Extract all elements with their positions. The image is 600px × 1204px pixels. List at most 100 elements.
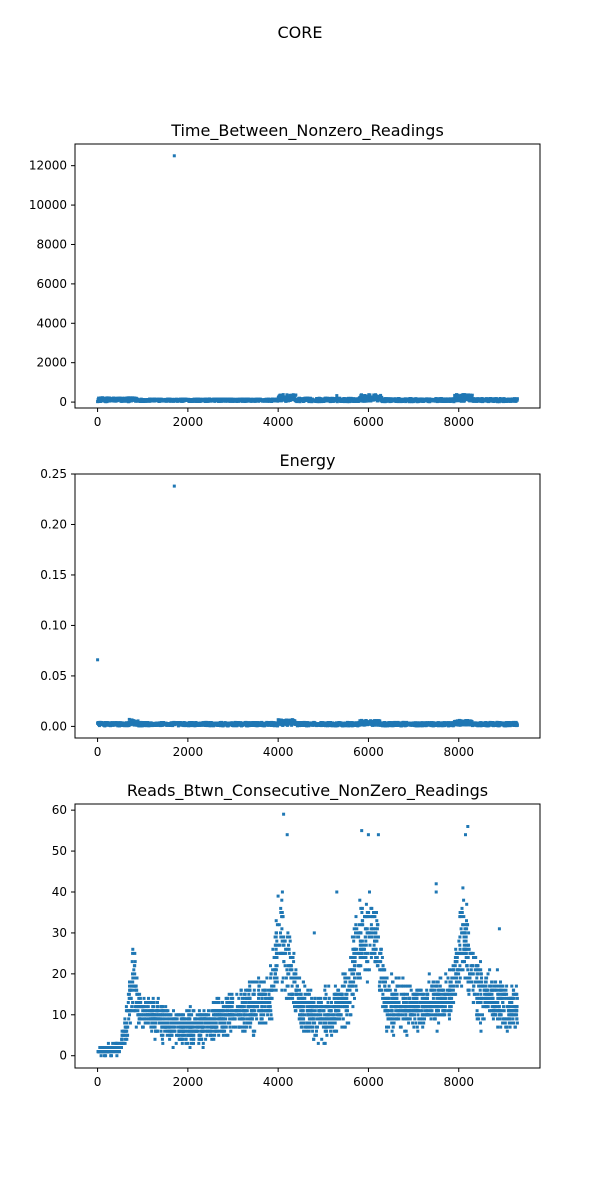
data-point (370, 923, 373, 926)
data-point (358, 899, 361, 902)
data-point (476, 1017, 479, 1020)
data-point (237, 1009, 240, 1012)
data-point (253, 989, 256, 992)
data-point (173, 154, 176, 157)
data-point (280, 989, 283, 992)
data-point (393, 1017, 396, 1020)
data-point (276, 964, 279, 967)
data-point (353, 997, 356, 1000)
data-point (164, 1005, 167, 1008)
data-point (212, 1001, 215, 1004)
data-point (432, 997, 435, 1000)
data-point (203, 1009, 206, 1012)
data-point (161, 1038, 164, 1041)
data-point (276, 981, 279, 984)
data-point (383, 1001, 386, 1004)
data-point (314, 997, 317, 1000)
y-tick-label: 8000 (36, 237, 67, 251)
data-point (416, 1030, 419, 1033)
data-point (160, 1026, 163, 1029)
data-point (265, 977, 268, 980)
data-point (259, 1013, 262, 1016)
data-point (298, 997, 301, 1000)
data-point (139, 1001, 142, 1004)
data-point (326, 1013, 329, 1016)
data-point (214, 1026, 217, 1029)
data-point (325, 1034, 328, 1037)
data-point (504, 1022, 507, 1025)
data-point (464, 977, 467, 980)
data-point (268, 1001, 271, 1004)
data-point (439, 985, 442, 988)
data-point (131, 948, 134, 951)
data-point (471, 972, 474, 975)
data-point (355, 985, 358, 988)
data-point (468, 989, 471, 992)
reads-between-nonzero-readings-chart: Reads_Btwn_Consecutive_NonZero_Readings0… (52, 781, 540, 1089)
data-point (480, 1030, 483, 1033)
data-point (352, 952, 355, 955)
data-point (381, 993, 384, 996)
data-point (402, 985, 405, 988)
data-point (292, 952, 295, 955)
data-point (187, 1017, 190, 1020)
data-point (466, 923, 469, 926)
data-point (229, 1026, 232, 1029)
x-tick-label: 4000 (263, 745, 294, 759)
data-point (197, 1042, 200, 1045)
data-point (450, 968, 453, 971)
data-point (413, 993, 416, 996)
data-point (280, 899, 283, 902)
data-point (129, 1022, 132, 1025)
data-point (333, 997, 336, 1000)
data-point (484, 977, 487, 980)
data-point (459, 948, 462, 951)
data-point (228, 1017, 231, 1020)
data-point (390, 1022, 393, 1025)
data-point (320, 1038, 323, 1041)
data-point (449, 985, 452, 988)
data-point (276, 956, 279, 959)
data-point (375, 919, 378, 922)
x-tick-label: 0 (94, 745, 102, 759)
chart-title: Reads_Btwn_Consecutive_NonZero_Readings (127, 781, 488, 801)
data-point (136, 1009, 139, 1012)
data-point (184, 1042, 187, 1045)
data-point (222, 1034, 225, 1037)
data-point (460, 927, 463, 930)
data-point (308, 1030, 311, 1033)
data-point (154, 1038, 157, 1041)
data-point (123, 1017, 126, 1020)
data-point (515, 985, 518, 988)
data-point (428, 972, 431, 975)
data-point (366, 911, 369, 914)
data-point (262, 1013, 265, 1016)
data-point (381, 981, 384, 984)
data-point (351, 936, 354, 939)
data-point (509, 1026, 512, 1029)
scatter-points (97, 813, 519, 1057)
data-point (417, 1013, 420, 1016)
data-point (157, 1013, 160, 1016)
data-point (354, 960, 357, 963)
data-point (136, 1001, 139, 1004)
chart-title: Time_Between_Nonzero_Readings (170, 121, 444, 141)
data-point (425, 989, 428, 992)
data-point (436, 1030, 439, 1033)
data-point (281, 891, 284, 894)
data-point (508, 1017, 511, 1020)
data-point (294, 968, 297, 971)
data-point (141, 1026, 144, 1029)
data-point (181, 1042, 184, 1045)
data-point (403, 1030, 406, 1033)
data-point (371, 927, 374, 930)
data-point (416, 1026, 419, 1029)
y-tick-label: 0.10 (40, 618, 67, 632)
data-point (303, 985, 306, 988)
data-point (204, 1038, 207, 1041)
data-point (304, 993, 307, 996)
data-point (476, 1001, 479, 1004)
x-tick-label: 8000 (443, 415, 474, 429)
data-point (472, 989, 475, 992)
